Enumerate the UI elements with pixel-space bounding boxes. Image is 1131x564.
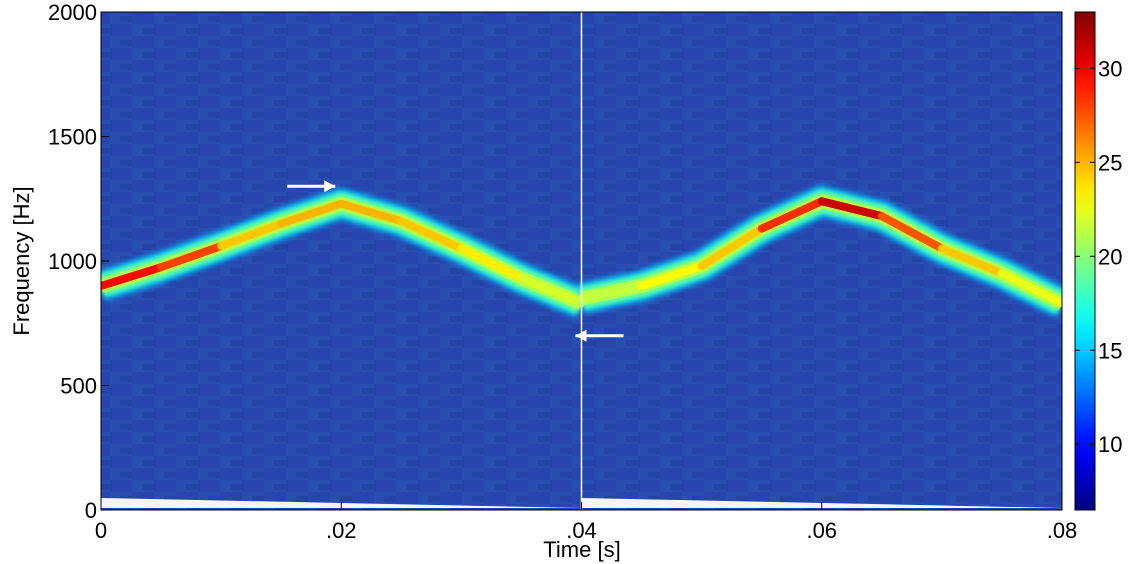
x-tick-label: .02 [326, 518, 357, 543]
y-axis: 0 500 1000 1500 2000 [48, 0, 109, 523]
x-axis: 0 .02 .04 .06 .08 [95, 502, 1077, 543]
arrow-left [575, 329, 624, 342]
colorbar-tick-label: 25 [1098, 150, 1122, 175]
arrow-right [287, 180, 336, 193]
annotation-layer [287, 180, 624, 342]
colorbar: 10 15 20 25 30 [1074, 11, 1122, 511]
x-tick-label: .06 [806, 518, 837, 543]
ridge-core-segment-2-1 [577, 281, 646, 303]
ridge-core-segment-2-8 [997, 269, 1062, 308]
colorbar-tick-label: 15 [1098, 338, 1122, 363]
ridge-core-segment-1-4 [277, 199, 346, 228]
ridge-core-segment-2-7 [937, 244, 1006, 278]
y-axis-label: Frequency [Hz] [9, 186, 34, 335]
ridge-segment-2 [577, 186, 1062, 317]
y-tick-label: 1000 [48, 249, 97, 274]
ridge-core-segment-1-2 [157, 242, 226, 272]
ridge-core-segment-2-2 [637, 261, 706, 290]
colorbar-gradient [1074, 11, 1096, 511]
y-tick-label: 1500 [48, 125, 97, 150]
ridge-core-segment-1-6 [397, 217, 466, 253]
y-tick-label: 2000 [48, 0, 97, 25]
x-tick-label: .04 [566, 518, 597, 543]
colorbar-ticks: 10 15 20 25 30 [1075, 56, 1122, 457]
ridge-core-segment-1-7 [457, 244, 526, 283]
colorbar-tick-label: 20 [1098, 244, 1122, 269]
y-tick-label: 500 [60, 374, 97, 399]
x-tick-label: .08 [1047, 518, 1078, 543]
ridge-core-segment-2-6 [877, 212, 946, 253]
colorbar-tick-label: 30 [1098, 56, 1122, 81]
ridge-core-segment-2-5 [817, 197, 886, 221]
x-tick-label: 0 [95, 518, 107, 543]
ridge-segment-1 [101, 188, 588, 318]
y-tick-label: 0 [85, 498, 97, 523]
colorbar-tick-label: 10 [1098, 432, 1122, 457]
ridge-core-segment-1-5 [337, 199, 406, 226]
ridge-core-segment-1-8 [517, 274, 586, 308]
ridge-layer [101, 186, 1062, 508]
x-axis-label: Time [s] [543, 537, 620, 562]
ridge-core-segment-2-3 [697, 224, 766, 270]
ridge-core-segment-1-3 [217, 219, 286, 251]
arrow-left-head [575, 329, 587, 342]
ridge-core-segment-2-4 [757, 197, 826, 233]
arrow-right-head [324, 180, 336, 193]
ridge-core-segment-1-1 [101, 263, 166, 290]
